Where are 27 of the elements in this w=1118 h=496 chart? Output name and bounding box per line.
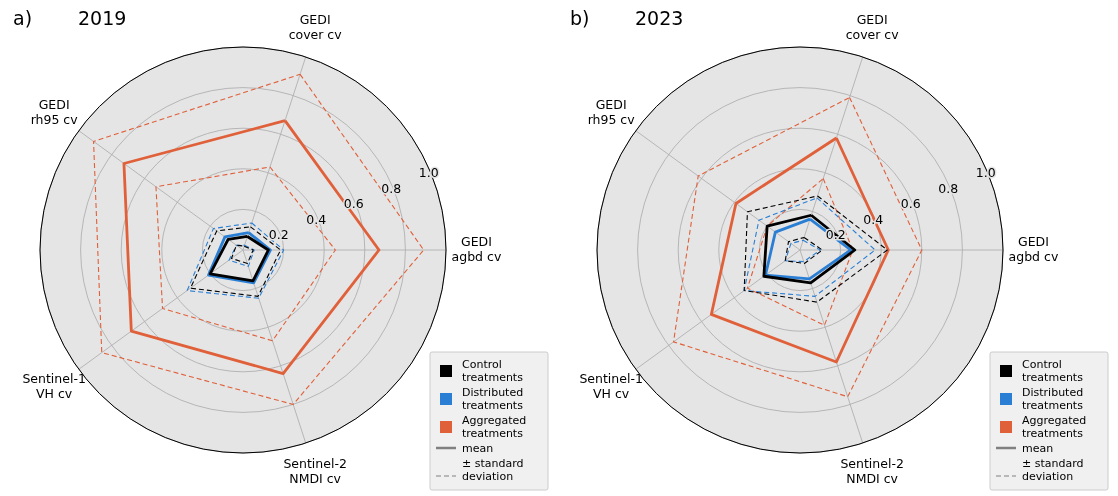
text: ± standard deviation — [462, 457, 524, 483]
chart-title: 2019 — [78, 7, 127, 29]
spoke-label: GEDI agbd cv — [1008, 234, 1059, 264]
spoke-label: GEDI cover cv — [288, 11, 343, 42]
spoke-label: GEDI agbd cv — [451, 234, 502, 264]
y-tick-label: 0.6 — [900, 196, 921, 212]
y-tick-label: 0.2 — [268, 227, 289, 243]
chart-title: 2023 — [635, 7, 684, 29]
legend-label: Distributed treatments — [462, 386, 524, 412]
y-tick-label: 0.8 — [381, 180, 402, 196]
legend-label: Distributed treatments — [1022, 386, 1084, 412]
legend-label: Control treatments — [1022, 358, 1084, 384]
text: mean — [1022, 442, 1054, 455]
text: a) — [13, 7, 33, 29]
spoke-label: GEDI rh95 cv — [587, 96, 636, 127]
text: mean — [462, 442, 494, 455]
text: b) — [570, 7, 590, 29]
spoke-label: GEDI rh95 cv — [30, 96, 79, 127]
spoke-label: GEDI cover cv — [845, 11, 900, 42]
spoke-label: Sentinel-1 VH cv — [22, 371, 86, 402]
y-tick-label: 0.4 — [306, 211, 327, 227]
spoke-label: Sentinel-1 VH cv — [579, 371, 643, 402]
legend-label: Control treatments — [462, 358, 524, 384]
y-tick-label: 0.8 — [938, 180, 959, 196]
spoke-label: Sentinel-2 NMDI cv — [840, 456, 904, 487]
text: ± standard deviation — [1022, 457, 1084, 483]
spoke-label: Sentinel-2 NMDI cv — [283, 456, 347, 487]
